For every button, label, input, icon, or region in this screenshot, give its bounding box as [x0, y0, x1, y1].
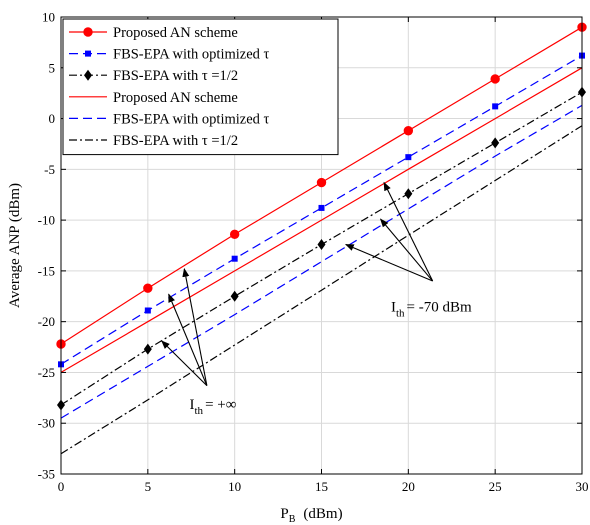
- annotation-label-inf: Ith = +∞: [190, 397, 237, 417]
- legend-label-5: FBS-EPA with τ =1/2: [113, 133, 238, 149]
- legend-marker-0: [83, 27, 93, 37]
- series-1-point-3: [318, 204, 325, 211]
- series-2-point-2: [230, 290, 239, 302]
- y-tick-label-5: -10: [38, 213, 55, 228]
- annotation-arrow-70-3: [345, 243, 433, 282]
- annotation-arrow-70-2: [379, 218, 434, 282]
- series-line-5: [60, 125, 583, 455]
- series-line-3: [60, 67, 583, 373]
- series-1-point-4: [405, 154, 412, 161]
- series-line-4: [60, 104, 583, 419]
- legend-label-0: Proposed AN scheme: [113, 25, 238, 41]
- y-tick-label-4: -15: [38, 263, 55, 278]
- series-2-point-3: [317, 238, 326, 250]
- legend-label-2: FBS-EPA with τ =1/2: [113, 68, 238, 84]
- x-tick-label-6: 30: [576, 479, 589, 494]
- legend-label-1: FBS-EPA with optimized τ: [113, 47, 270, 63]
- series-1-point-5: [492, 103, 499, 110]
- y-tick-label-1: -30: [38, 416, 55, 431]
- legend-marker-1: [85, 50, 91, 57]
- y-tick-label-9: 10: [42, 10, 55, 25]
- series-1-point-2: [231, 255, 238, 262]
- y-tick-label-7: 0: [49, 111, 56, 126]
- series-1-point-1: [144, 307, 151, 314]
- series-2-point-1: [143, 343, 152, 355]
- y-tick-label-2: -25: [38, 365, 55, 380]
- annotation-arrow-inf-3: [161, 340, 208, 387]
- series-2-point-5: [491, 137, 500, 149]
- annotation-label-70: Ith = -70 dBm: [391, 300, 472, 320]
- x-tick-label-0: 0: [58, 479, 65, 494]
- y-tick-label-8: 5: [49, 60, 56, 75]
- series-0-point-5: [490, 74, 500, 84]
- legend-marker-2: [84, 69, 92, 81]
- x-axis-label: PB (dBm): [280, 506, 342, 525]
- annotation-arrow-inf-1: [182, 267, 208, 386]
- series-0-point-2: [229, 229, 240, 240]
- annotation-arrow-inf-2: [168, 293, 208, 386]
- x-axis-ticks: 0 5 10 15 20 25 30: [58, 17, 589, 494]
- x-tick-label-1: 5: [145, 479, 152, 494]
- y-tick-label-0: -35: [38, 467, 55, 482]
- x-tick-label-4: 20: [402, 479, 415, 494]
- annotation-arrow-70-1: [383, 181, 434, 282]
- series-0-point-4: [403, 126, 414, 136]
- annotations: Ith = +∞ Ith = -70 dBm: [161, 181, 472, 417]
- legend-label-4: FBS-EPA with optimized τ: [113, 111, 270, 127]
- y-axis-ticks: -35 -30 -25 -20 -15 -10 -5 0 5 10: [38, 10, 582, 482]
- x-tick-label-5: 25: [489, 479, 502, 494]
- y-tick-label-6: -5: [44, 162, 55, 177]
- x-tick-label-2: 10: [228, 479, 241, 494]
- y-axis-label: Average ANP (dBm): [7, 183, 23, 308]
- series-0-point-1: [143, 283, 153, 293]
- series-2-point-4: [404, 188, 413, 200]
- legend-box: [62, 18, 339, 156]
- legend-label-3: Proposed AN scheme: [113, 90, 238, 106]
- x-tick-label-3: 15: [315, 479, 328, 494]
- legend: Proposed AN scheme FBS-EPA with optimized…: [62, 18, 339, 156]
- series-0-point-3: [316, 177, 327, 188]
- y-tick-label-3: -20: [38, 314, 55, 329]
